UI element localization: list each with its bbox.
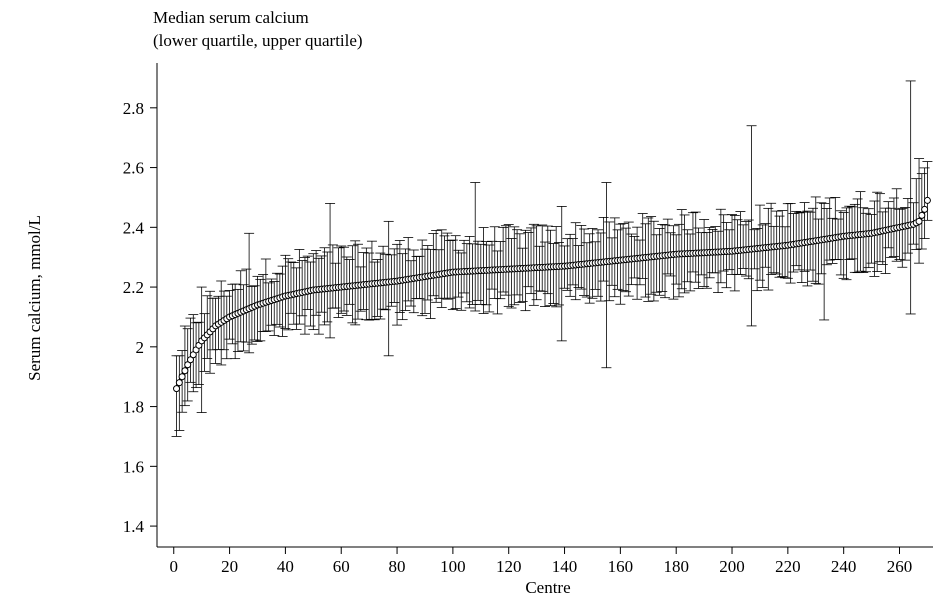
- x-tick-label: 220: [775, 557, 801, 576]
- x-tick-label: 120: [496, 557, 522, 576]
- median-point: [181, 367, 189, 375]
- x-axis-label: Centre: [525, 578, 570, 597]
- y-tick-label: 2.2: [123, 278, 144, 297]
- chart-title-line2: (lower quartile, upper quartile): [153, 31, 363, 50]
- median-point: [923, 196, 931, 204]
- x-tick-label: 40: [277, 557, 294, 576]
- x-tick-label: 200: [719, 557, 745, 576]
- median-point: [178, 373, 186, 381]
- y-axis-label: Serum calcium, mmol/L: [25, 215, 44, 381]
- x-tick-label: 260: [887, 557, 913, 576]
- x-tick-label: 100: [440, 557, 466, 576]
- y-tick-label: 2.8: [123, 99, 144, 118]
- median-point: [175, 379, 183, 387]
- median-point: [173, 385, 181, 393]
- x-tick-label: 60: [333, 557, 350, 576]
- y-tick-label: 2.4: [123, 218, 145, 237]
- x-tick-label: 0: [169, 557, 178, 576]
- x-tick-label: 180: [663, 557, 689, 576]
- plot-area: 0 20 40 60 80 100 120 140 160 180 200 220 240 260 1.4 1…: [123, 63, 933, 576]
- x-tick-label: 160: [608, 557, 634, 576]
- median-point: [918, 211, 926, 219]
- y-tick-label: 1.4: [123, 517, 145, 536]
- x-tick-label: 140: [552, 557, 578, 576]
- x-tick-label: 20: [221, 557, 238, 576]
- x-tick-label: 80: [389, 557, 406, 576]
- y-tick-label: 2: [136, 338, 145, 357]
- median-point: [915, 217, 923, 225]
- y-tick-label: 1.8: [123, 398, 144, 417]
- chart-title-line1: Median serum calcium: [153, 8, 309, 27]
- y-tick-label: 2.6: [123, 159, 144, 178]
- y-tick-label: 1.6: [123, 457, 144, 476]
- median-point: [921, 205, 929, 213]
- x-tick-label: 240: [831, 557, 857, 576]
